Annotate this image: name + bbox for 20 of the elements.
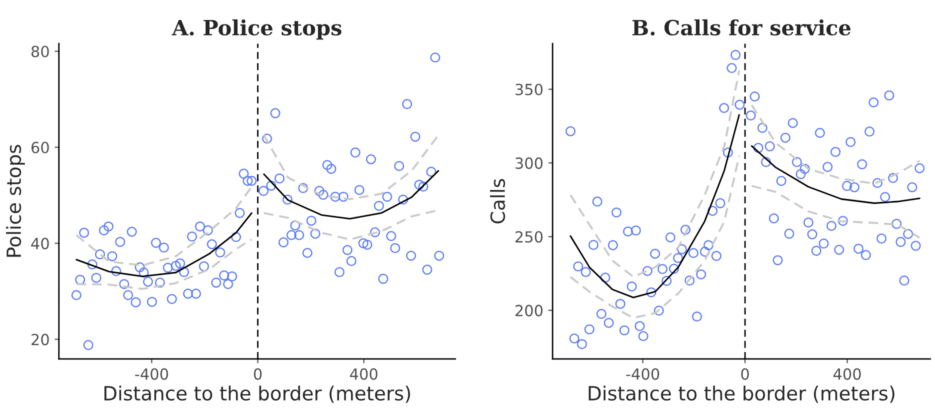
x-tick-label: -400 <box>135 368 168 380</box>
y-axis-title: Police stops <box>6 144 25 257</box>
y-tick-label: 250 <box>516 231 543 243</box>
y-tick-label: 40 <box>31 238 49 250</box>
x-tick-label: -400 <box>626 368 660 380</box>
x-tick-label: 400 <box>833 368 861 380</box>
y-tick-label: 60 <box>32 142 49 154</box>
y-axis-title: Calls <box>490 179 506 224</box>
y-tick-label: 300 <box>516 157 543 169</box>
x-axis-title: Distance to the border (meters) <box>104 386 410 403</box>
x-tick-label: 0 <box>741 368 749 380</box>
x-axis-title: Distance to the border (meters) <box>588 386 894 403</box>
y-tick-label: 80 <box>31 46 49 58</box>
x-tick-label: 0 <box>254 368 262 380</box>
chart-title: A. Police stops <box>172 19 342 40</box>
y-tick-label: 350 <box>516 84 543 96</box>
y-tick-label: 200 <box>516 304 543 316</box>
y-tick-label: 20 <box>32 334 49 346</box>
chart-title: B. Calls for service <box>632 19 851 36</box>
x-tick-label: 400 <box>350 368 378 380</box>
